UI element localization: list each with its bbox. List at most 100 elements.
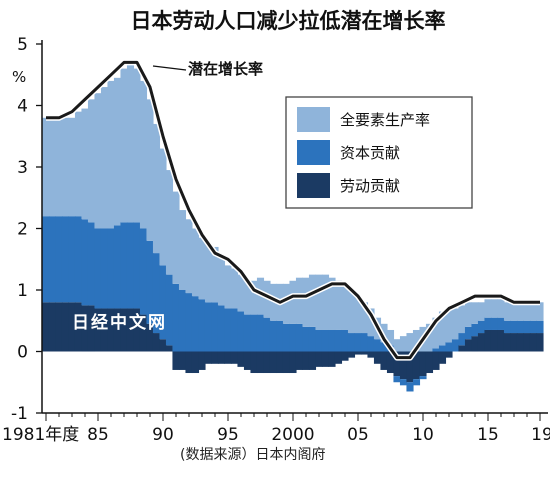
area-segment-capital (42, 216, 50, 303)
area-segment-tfp (250, 280, 258, 315)
x-tick-label: 90 (152, 425, 174, 445)
area-segment-capital (321, 329, 330, 352)
area-segment-capital (87, 222, 96, 306)
area-segment-tfp (328, 277, 336, 330)
area-segment-labor (191, 351, 200, 374)
x-tick-label: 85 (87, 425, 109, 445)
area-segment-labor (263, 351, 271, 374)
area-segment-capital (510, 320, 518, 334)
x-tick-label: 19 (531, 425, 550, 445)
area-segment-labor (412, 351, 421, 380)
area-segment-capital (490, 317, 499, 330)
area-segment-labor (243, 351, 252, 370)
area-segment-capital (198, 299, 206, 352)
area-segment-tfp (237, 274, 245, 312)
y-unit-label: % (12, 68, 26, 86)
area-segment-labor (165, 345, 174, 352)
area-segment-tfp (399, 336, 408, 352)
area-segment-tfp (152, 123, 161, 254)
x-tick-label: 05 (347, 425, 369, 445)
area-segment-labor (133, 308, 141, 352)
area-segment-tfp (55, 117, 63, 217)
area-segment-tfp (94, 93, 102, 229)
area-segment-labor (425, 351, 434, 374)
area-segment-capital (484, 317, 492, 330)
area-segment-labor (152, 333, 161, 352)
area-segment-tfp (360, 302, 369, 334)
area-segment-capital (185, 293, 193, 352)
y-ticks: -1 0 1 2 3 4 5 (11, 35, 42, 424)
area-segment-tfp (48, 117, 57, 217)
area-segment-labor (393, 351, 401, 377)
area-segment-labor (276, 351, 284, 374)
area-segment-tfp (321, 274, 330, 330)
area-segment-tfp (438, 311, 447, 346)
area-segment-capital (256, 314, 265, 352)
area-segment-capital (191, 296, 200, 352)
area-segment-capital (120, 222, 128, 309)
area-segment-capital (289, 323, 297, 352)
area-segment-tfp (334, 280, 343, 330)
area-segment-labor (55, 302, 63, 352)
area-segment-labor (490, 329, 499, 352)
area-segment-capital (211, 302, 219, 352)
area-segment-capital (419, 376, 427, 380)
area-segment-labor (211, 351, 219, 364)
area-segment-tfp (445, 308, 453, 343)
area-segment-tfp (113, 77, 122, 226)
area-segment-labor (269, 351, 278, 374)
area-segment-capital (224, 308, 232, 352)
area-segment-labor (419, 351, 427, 377)
area-segment-tfp (386, 329, 395, 346)
area-segment-labor (406, 351, 414, 383)
area-segment-labor (113, 308, 122, 352)
area-segment-labor (341, 351, 349, 361)
area-segment-labor (139, 314, 148, 352)
area-segment-tfp (354, 296, 362, 334)
area-segment-tfp (198, 237, 206, 300)
area-segment-tfp (308, 274, 317, 327)
area-segment-labor (354, 351, 362, 355)
area-segment-tfp (536, 302, 544, 321)
area-segment-capital (471, 323, 479, 337)
area-segment-tfp (471, 302, 479, 324)
area-segment-tfp (139, 80, 148, 229)
area-segment-capital (217, 305, 226, 352)
x-tick-label: 2000 (271, 425, 314, 445)
area-segment-tfp (529, 302, 538, 321)
area-segment-tfp (165, 170, 174, 275)
legend-swatch-tfp (297, 107, 330, 132)
y-tick-label: 4 (17, 97, 28, 117)
area-segment-labor (471, 336, 479, 352)
area-segment-labor (334, 351, 343, 364)
area-segment-tfp (510, 302, 518, 321)
area-segment-labor (256, 351, 265, 374)
area-segment-capital (328, 329, 336, 352)
area-segment-capital (126, 222, 135, 309)
x-tick-label: 1981年度 (2, 425, 79, 445)
area-segment-capital (412, 379, 421, 386)
area-segment-capital (230, 308, 239, 352)
area-segment-capital (133, 222, 141, 309)
x-ticks: 1981年度 85 90 95 2000 05 10 15 19 (2, 413, 550, 445)
area-segment-tfp (133, 68, 141, 223)
area-segment-labor (458, 345, 466, 352)
area-segment-tfp (87, 99, 96, 223)
y-tick-label: 3 (17, 158, 28, 178)
legend-swatch-labor (297, 173, 330, 198)
line-label: 潜在增长率 (188, 60, 263, 78)
area-segment-capital (367, 336, 375, 352)
area-segment-capital (237, 311, 245, 352)
area-segment-labor (315, 351, 323, 367)
area-segment-labor (230, 351, 239, 364)
area-segment-capital (250, 314, 258, 352)
area-segment-tfp (68, 117, 76, 217)
area-segment-labor (185, 351, 193, 374)
area-segment-labor (289, 351, 297, 374)
area-segment-tfp (211, 246, 219, 303)
area-segment-capital (61, 216, 70, 303)
area-segment-tfp (451, 308, 460, 340)
area-segment-tfp (185, 219, 193, 294)
area-segment-capital (302, 326, 310, 352)
